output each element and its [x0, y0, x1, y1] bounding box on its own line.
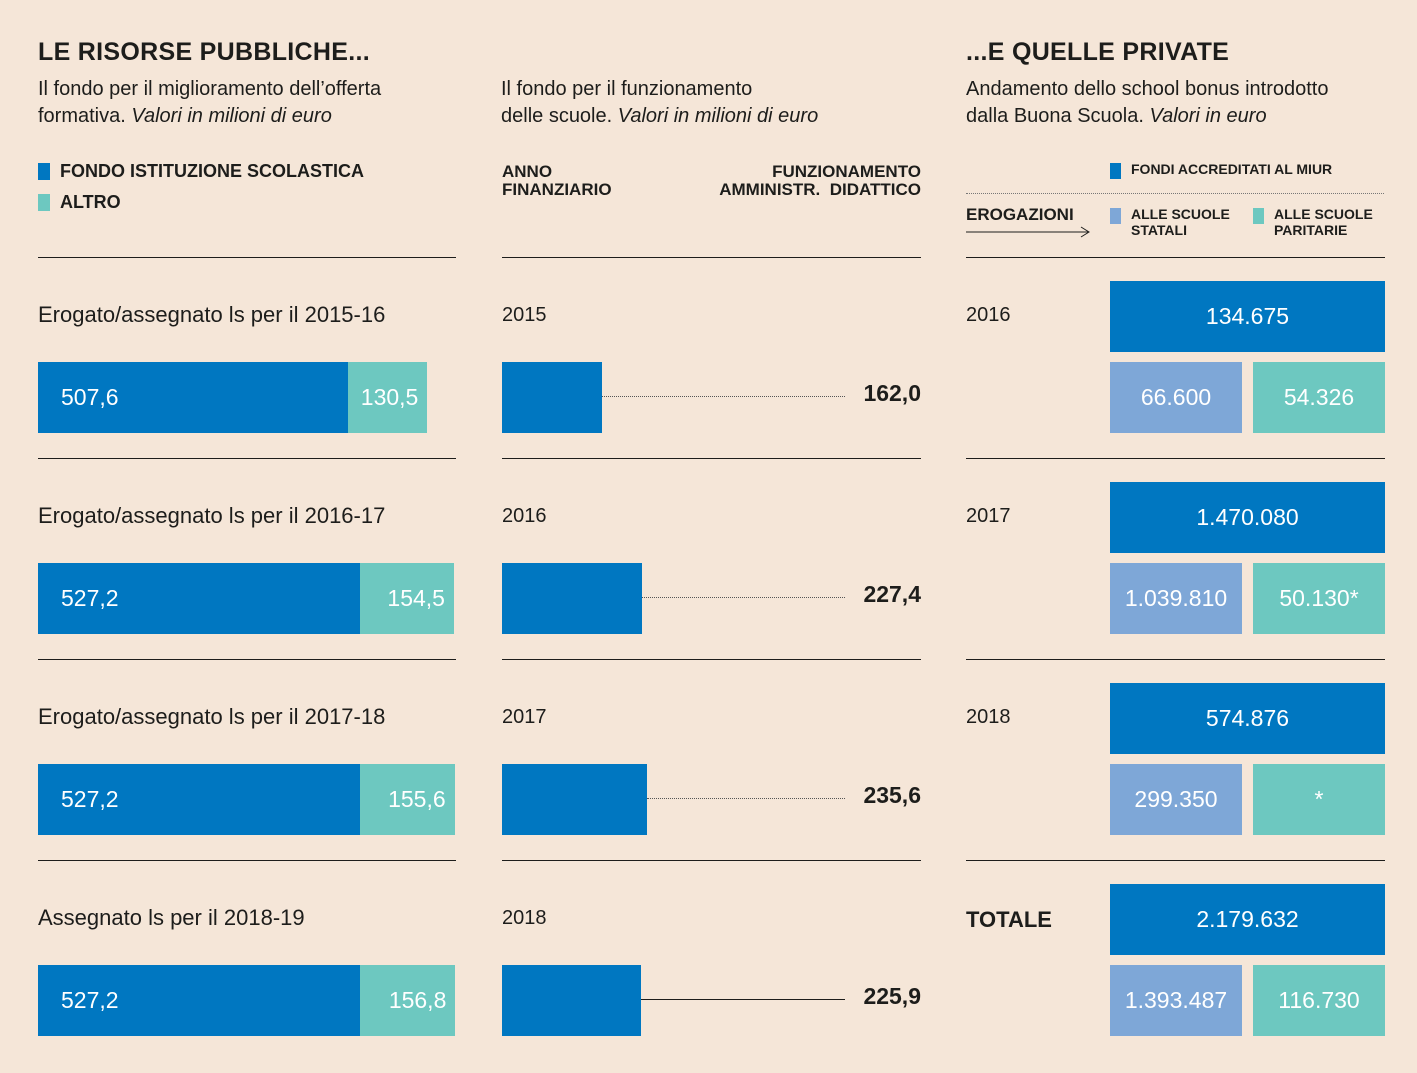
funzionamento-value: 227,4	[863, 581, 921, 607]
erogazioni-label: EROGAZIONI	[966, 205, 1074, 224]
legend-swatch-fondo	[38, 163, 50, 180]
legend-label-miur: FONDI ACCREDITATI AL MIUR	[1131, 161, 1333, 177]
left-subtitle: Il fondo per il miglioramento dell’offer…	[38, 76, 458, 130]
funzionamento-value: 162,0	[863, 380, 921, 406]
legend-swatch-statali	[1110, 208, 1121, 224]
bar-altro: 154,5	[359, 563, 454, 634]
box-miur: 2.179.632	[1110, 884, 1385, 955]
left-row-label: Erogato/assegnato ls per il 2016-17	[38, 503, 386, 528]
right-title: ...E QUELLE PRIVATE	[966, 38, 1230, 66]
middle-header-funz-1: FUNZIONAMENTO	[772, 162, 921, 181]
middle-year-label: 2015	[502, 304, 547, 326]
legend-label-paritarie-1: ALLE SCUOLE	[1274, 206, 1373, 222]
legend-label-paritarie: ALLE SCUOLE PARITARIE	[1274, 206, 1373, 238]
row-divider-middle	[502, 659, 921, 660]
legend-swatch-altro	[38, 194, 50, 211]
bar-altro: 156,8	[359, 965, 456, 1036]
left-row-label: Erogato/assegnato ls per il 2015-16	[38, 302, 386, 327]
middle-year-label: 2018	[502, 907, 547, 929]
bar-funzionamento	[502, 362, 602, 433]
middle-subtitle-line1: Il fondo per il funzionamento	[501, 78, 753, 100]
right-subtitle-italic: Valori in euro	[1149, 105, 1267, 127]
erogazioni-arrow-icon	[966, 220, 1092, 244]
box-miur: 134.675	[1110, 281, 1385, 352]
bar-funzionamento	[502, 764, 647, 835]
left-row-label: Erogato/assegnato ls per il 2017-18	[38, 704, 386, 729]
left-subtitle-italic: Valori in milioni di euro	[131, 105, 332, 127]
right-subtitle: Andamento dello school bonus introdotto …	[966, 76, 1406, 130]
left-row-label: Assegnato ls per il 2018-19	[38, 905, 305, 930]
legend-label-statali-2: STATALI	[1131, 222, 1187, 238]
legend-label-altro: ALTRO	[60, 192, 121, 212]
row-divider-middle	[502, 860, 921, 861]
legend-label-statali: ALLE SCUOLE STATALI	[1131, 206, 1230, 238]
right-year-label: 2018	[966, 706, 1011, 728]
middle-year-label: 2016	[502, 505, 547, 527]
bar-fondo-istituzione: 527,2	[38, 764, 360, 835]
leader-line	[641, 597, 845, 598]
row-divider-middle	[502, 257, 921, 258]
middle-subtitle-line2: delle scuole.	[501, 105, 613, 127]
middle-header-year: ANNO FINANZIARIO	[502, 163, 612, 199]
row-divider-left	[38, 659, 456, 660]
legend-label-paritarie-2: PARITARIE	[1274, 222, 1348, 238]
middle-subtitle-italic: Valori in milioni di euro	[617, 105, 819, 127]
box-miur: 1.470.080	[1110, 482, 1385, 553]
box-paritarie: 54.326	[1253, 362, 1385, 433]
right-subtitle-line1: Andamento dello school bonus introdotto	[966, 78, 1329, 100]
right-subtitle-line2: dalla Buona Scuola.	[966, 105, 1144, 127]
bar-altro: 130,5	[347, 362, 428, 433]
middle-header-year-2: FINANZIARIO	[502, 180, 612, 199]
bar-funzionamento	[502, 563, 642, 634]
box-paritarie: *	[1253, 764, 1385, 835]
left-subtitle-line2: formativa.	[38, 105, 126, 127]
row-divider-right	[966, 257, 1385, 258]
middle-header-year-1: ANNO	[502, 162, 553, 181]
bar-altro: 155,6	[359, 764, 455, 835]
box-paritarie: 116.730	[1253, 965, 1385, 1036]
bar-fondo-istituzione: 507,6	[38, 362, 348, 433]
left-title: LE RISORSE PUBBLICHE...	[38, 38, 370, 66]
row-divider-left	[38, 860, 456, 861]
leader-line	[641, 999, 845, 1000]
row-divider-right	[966, 458, 1385, 459]
row-divider-right	[966, 659, 1385, 660]
row-divider-left	[38, 458, 456, 459]
bar-fondo-istituzione: 527,2	[38, 563, 360, 634]
middle-year-label: 2017	[502, 706, 547, 728]
legend-swatch-paritarie	[1253, 208, 1264, 224]
left-subtitle-line1: Il fondo per il miglioramento dell’offer…	[38, 78, 382, 100]
funzionamento-value: 235,6	[863, 782, 921, 808]
middle-header-funz: FUNZIONAMENTO AMMINISTR. DIDATTICO	[640, 163, 921, 199]
total-label: TOTALE	[966, 907, 1052, 932]
row-divider-middle	[502, 458, 921, 459]
right-year-label: 2016	[966, 304, 1011, 326]
funzionamento-value: 225,9	[863, 983, 921, 1009]
row-divider-left	[38, 257, 456, 258]
arrow-right-icon	[966, 226, 1090, 238]
legend-swatch-miur	[1110, 163, 1121, 179]
bar-fondo-istituzione: 527,2	[38, 965, 360, 1036]
bar-funzionamento	[502, 965, 642, 1036]
middle-subtitle: Il fondo per il funzionamento delle scuo…	[501, 76, 921, 130]
box-statali: 1.039.810	[1110, 563, 1242, 634]
leader-line	[647, 798, 845, 799]
box-statali: 299.350	[1110, 764, 1242, 835]
right-year-label: 2017	[966, 505, 1011, 527]
box-paritarie: 50.130*	[1253, 563, 1385, 634]
box-statali: 1.393.487	[1110, 965, 1242, 1036]
leader-line	[601, 396, 845, 397]
box-miur: 574.876	[1110, 683, 1385, 754]
legend-label-fondo: FONDO ISTITUZIONE SCOLASTICA	[60, 161, 364, 181]
box-statali: 66.600	[1110, 362, 1242, 433]
right-legend-divider	[966, 193, 1384, 194]
legend-label-statali-1: ALLE SCUOLE	[1131, 206, 1230, 222]
middle-header-funz-2: AMMINISTR. DIDATTICO	[719, 180, 921, 199]
row-divider-right	[966, 860, 1385, 861]
